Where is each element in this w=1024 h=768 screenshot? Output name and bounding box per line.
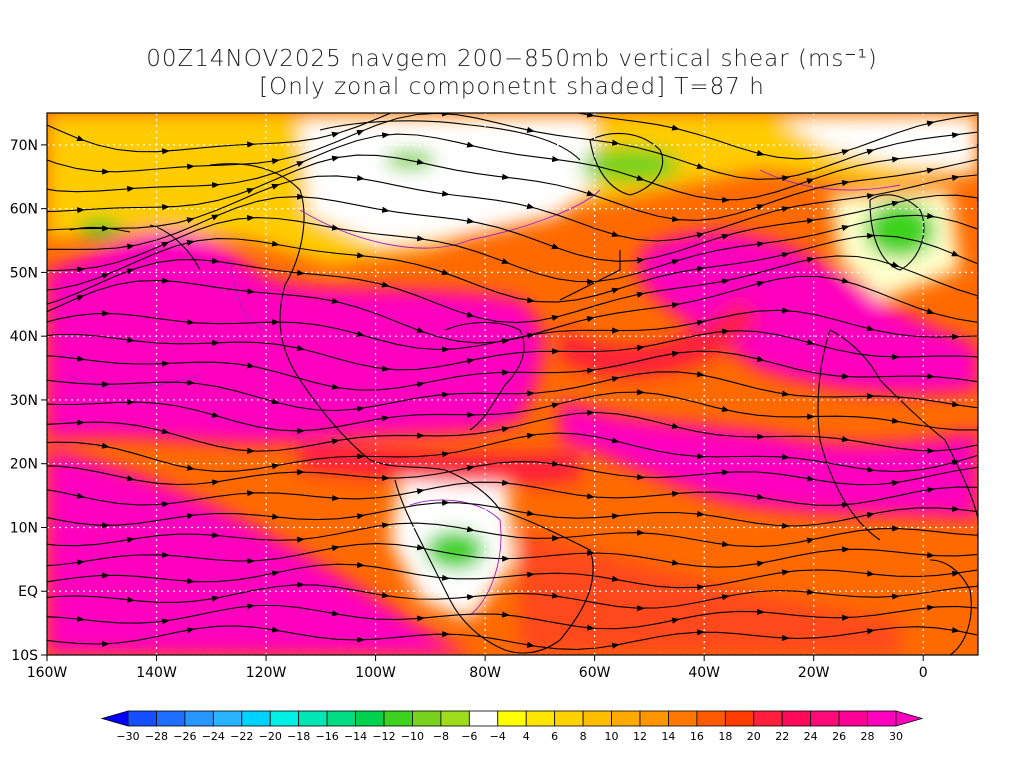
shear-field — [47, 113, 978, 655]
colorbar-label: −4 — [490, 730, 506, 743]
colorbar-label: −24 — [202, 730, 225, 743]
lat-tick-label: 30N — [10, 393, 38, 409]
colorbar-swatch — [127, 710, 157, 727]
colorbar-swatch — [668, 710, 698, 727]
map-frame — [46, 112, 979, 656]
streamline — [47, 255, 978, 324]
lon-tick-label: 160W — [27, 665, 68, 681]
colorbar-label: 20 — [747, 730, 761, 743]
streamline — [47, 391, 977, 432]
streamline-arrow — [498, 95, 506, 96]
colorbar-swatch — [582, 710, 612, 727]
shear-streamlines — [47, 95, 978, 650]
lon-tick-label: 100W — [355, 665, 396, 681]
colorbar-swatch — [838, 710, 868, 727]
colorbar-label: 30 — [889, 730, 903, 743]
colorbar-label: −26 — [173, 730, 196, 743]
colorbar-swatch — [781, 710, 812, 727]
streamline — [47, 522, 978, 548]
colorbar-swatch — [468, 710, 499, 727]
colorbar-label: −22 — [230, 730, 253, 743]
colorbar-label: 6 — [551, 730, 558, 743]
colorbar-label: 28 — [861, 730, 875, 743]
colorbar-label: 18 — [718, 730, 732, 743]
lon-tick-label: 80W — [469, 665, 501, 681]
colorbar-swatch — [156, 710, 186, 727]
colorbar-label: 14 — [661, 730, 675, 743]
colorbar-swatch — [184, 710, 214, 727]
contour-lines — [69, 169, 901, 616]
colorbar-label: −28 — [145, 730, 168, 743]
map-subtitle: [Only zonal componetnt shaded] T=87 h — [259, 74, 765, 100]
colorbar-label: 4 — [523, 730, 530, 743]
lat-tick-label: 70N — [10, 138, 38, 154]
colorbar-label: −20 — [259, 730, 282, 743]
colorbar-swatch — [326, 710, 356, 727]
colorbar-swatch — [753, 710, 783, 727]
streamline — [47, 461, 978, 486]
lat-tick-label: 10N — [10, 520, 38, 536]
colorbar-label: −10 — [401, 730, 424, 743]
colorbar-swatch — [298, 710, 328, 727]
colorbar-label: −18 — [287, 730, 310, 743]
colorbar-swatch — [497, 710, 527, 727]
colorbar-swatch — [241, 710, 271, 727]
colorbar-label: −12 — [372, 730, 395, 743]
streamline-arrow — [413, 101, 421, 104]
colorbar-label: 16 — [690, 730, 704, 743]
map-title: 00Z14NOV2025 navgem 200−850mb vertical s… — [146, 46, 878, 72]
colorbar-over-arrow — [895, 710, 924, 727]
lat-lon-grid — [47, 113, 978, 655]
colorbar-swatch — [554, 710, 584, 727]
colorbar-label: −16 — [316, 730, 339, 743]
colorbar-label: −6 — [461, 730, 477, 743]
lat-tick-label: 40N — [10, 329, 38, 345]
streamline — [47, 584, 978, 609]
colorbar-swatch — [355, 710, 385, 727]
colorbar-swatch — [525, 710, 556, 727]
colorbar: −30 −28 −26 −24 −22 −20 −18 −16 −14 −12 −10 −8 −6 −4 4… — [100, 710, 924, 743]
colorbar-swatch — [611, 710, 641, 727]
colorbar-swatch — [639, 710, 669, 727]
colorbar-label: 10 — [605, 730, 619, 743]
lon-tick-label: 0 — [919, 665, 928, 681]
colorbar-label: 22 — [775, 730, 789, 743]
colorbar-under-arrow — [100, 710, 129, 727]
colorbar-label: 26 — [832, 730, 846, 743]
colorbar-swatch — [383, 710, 413, 727]
colorbar-swatch — [724, 710, 755, 727]
longitude-axis: 160W 140W 120W 100W 80W 60W 40W 20W 0 — [27, 655, 928, 681]
lon-tick-label: 60W — [579, 665, 611, 681]
lon-tick-label: 140W — [136, 665, 177, 681]
colorbar-label: −14 — [344, 730, 367, 743]
streamline — [47, 330, 978, 371]
lat-tick-label: 60N — [10, 202, 38, 218]
colorbar-swatch — [810, 710, 840, 727]
lon-tick-label: 20W — [798, 665, 830, 681]
colorbar-swatch — [412, 710, 442, 727]
lat-tick-label: 20N — [10, 457, 38, 473]
colorbar-label: 12 — [633, 730, 647, 743]
lat-tick-label: EQ — [18, 584, 38, 600]
colorbar-label: −8 — [433, 730, 449, 743]
latitude-axis: 70N 60N 50N 40N 30N 20N 10N EQ 10S — [10, 138, 47, 664]
lat-tick-label: 10S — [11, 648, 38, 664]
streamline — [47, 194, 978, 262]
colorbar-swatch — [867, 710, 897, 727]
lat-tick-label: 50N — [10, 265, 38, 281]
colorbar-label: 8 — [580, 730, 587, 743]
lon-tick-label: 120W — [246, 665, 287, 681]
colorbar-swatch — [269, 710, 300, 727]
colorbar-swatch — [440, 710, 470, 727]
streamline — [47, 113, 978, 160]
lon-tick-label: 40W — [688, 665, 720, 681]
colorbar-swatch — [212, 710, 243, 727]
colorbar-label: 24 — [804, 730, 818, 743]
colorbar-swatch — [696, 710, 726, 727]
streamline — [47, 133, 978, 201]
colorbar-label: −30 — [116, 730, 139, 743]
